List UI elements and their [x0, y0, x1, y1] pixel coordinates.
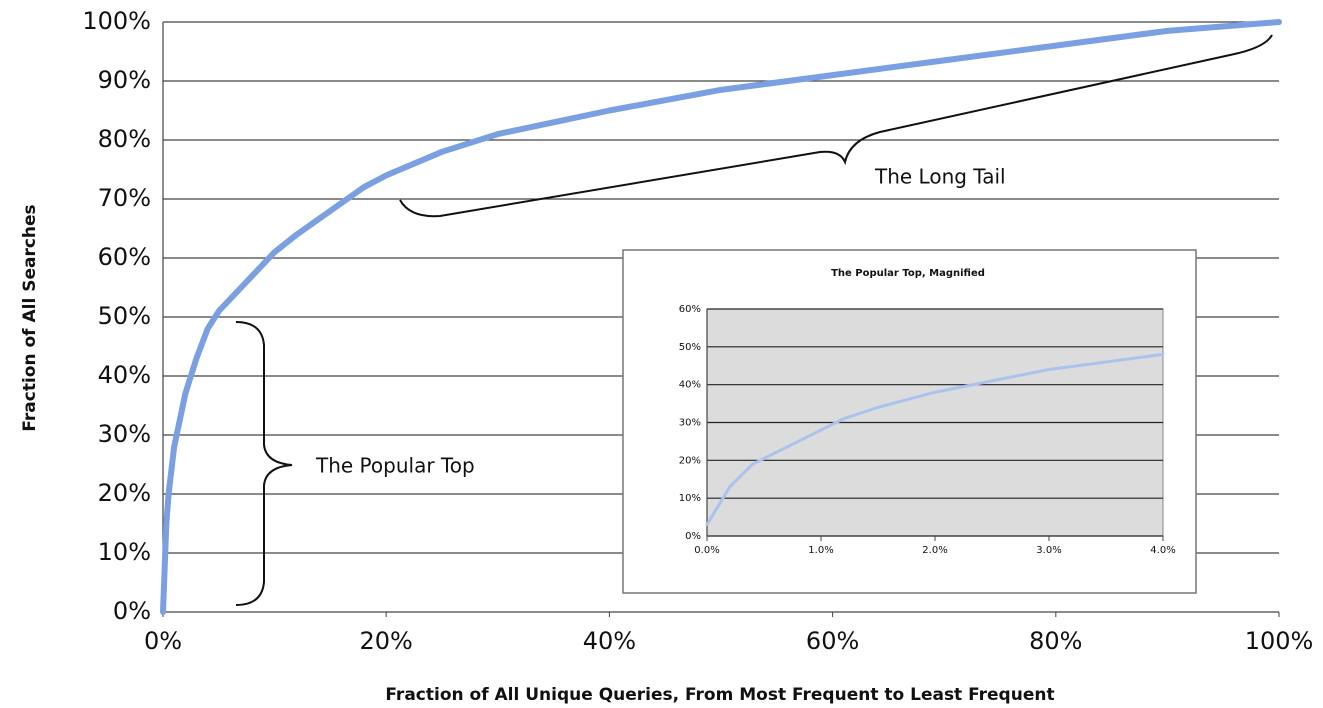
annotation: The Long Tail: [874, 165, 1006, 189]
data-line: [705, 352, 1165, 527]
popular-top-brace: [235, 321, 293, 606]
y-tick-label: 60%: [679, 304, 701, 315]
y-tick-label: 30%: [98, 420, 151, 448]
x-tick-label: 3.0%: [1036, 545, 1061, 556]
y-tick-label: 100%: [82, 7, 151, 35]
y-tick-label: 0%: [113, 597, 151, 625]
y-tick-label: 60%: [98, 243, 151, 271]
y-tick-label: 80%: [98, 125, 151, 153]
x-tick-label: 20%: [360, 627, 413, 655]
y-tick-label: 90%: [98, 66, 151, 94]
y-axis-label: Fraction of All Searches: [20, 204, 40, 431]
x-tick-label: 40%: [583, 627, 636, 655]
x-tick-label: 60%: [806, 627, 859, 655]
inset-chart: 0% 10% 20% 30% 40% 50% 60% 0.0% 1.0% 2.0% 3.0% 4.0%: [679, 304, 1176, 556]
y-tick-label: 20%: [679, 455, 701, 466]
annotation: The Popular Top: [315, 454, 475, 478]
y-tick-label: 10%: [98, 538, 151, 566]
x-axis-label: Fraction of All Unique Queries, From Mos…: [385, 685, 1054, 705]
x-tick-label: 2.0%: [922, 545, 947, 556]
inset-title: The Popular Top, Magnified: [831, 268, 985, 279]
y-tick-label: 30%: [679, 418, 701, 429]
y-tick-label: 10%: [679, 493, 701, 504]
y-tick-label: 50%: [98, 302, 151, 330]
x-tick-label: 4.0%: [1150, 545, 1175, 556]
x-tick-label: 0.0%: [694, 545, 719, 556]
x-tick-label: 0%: [144, 627, 182, 655]
y-tick-label: 0%: [685, 531, 701, 542]
y-tick-label: 40%: [98, 361, 151, 389]
y-tick-label: 20%: [98, 479, 151, 507]
y-tick-label: 50%: [679, 342, 701, 353]
y-tick-label: 70%: [98, 184, 151, 212]
long-tail-brace: [399, 34, 1273, 218]
data-line: [160, 19, 1282, 615]
x-tick-label: 100%: [1245, 627, 1314, 655]
x-tick-label: 80%: [1029, 627, 1082, 655]
y-tick-label: 40%: [679, 380, 701, 391]
x-tick-label: 1.0%: [808, 545, 833, 556]
